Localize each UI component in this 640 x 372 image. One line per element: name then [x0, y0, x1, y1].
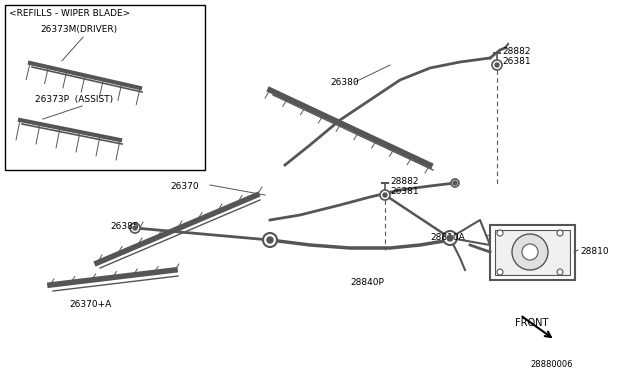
Text: <REFILLS - WIPER BLADE>: <REFILLS - WIPER BLADE>: [9, 9, 131, 18]
Text: FRONT: FRONT: [515, 318, 548, 328]
Text: 26373M(DRIVER): 26373M(DRIVER): [40, 25, 117, 34]
Circle shape: [130, 223, 140, 233]
Circle shape: [512, 234, 548, 270]
Text: 28810: 28810: [580, 247, 609, 256]
Text: 26370: 26370: [170, 182, 198, 191]
Text: 28840P: 28840P: [350, 278, 384, 287]
Circle shape: [380, 190, 390, 200]
Circle shape: [383, 193, 387, 197]
Circle shape: [267, 237, 273, 243]
Circle shape: [133, 226, 137, 230]
Text: 26380: 26380: [330, 78, 358, 87]
Circle shape: [557, 230, 563, 236]
Circle shape: [497, 230, 503, 236]
Text: 28880006: 28880006: [530, 360, 573, 369]
Circle shape: [451, 179, 459, 187]
Text: 26373P  (ASSIST): 26373P (ASSIST): [35, 95, 113, 104]
Text: 26381: 26381: [390, 187, 419, 196]
Circle shape: [443, 231, 457, 245]
Bar: [495, 230, 570, 275]
Circle shape: [453, 181, 457, 185]
Text: 26381: 26381: [502, 57, 531, 66]
Circle shape: [522, 244, 538, 260]
Text: 26385: 26385: [110, 222, 139, 231]
Bar: [490, 225, 575, 280]
Text: 28882: 28882: [502, 47, 531, 56]
Circle shape: [447, 235, 453, 241]
Circle shape: [492, 60, 502, 70]
Circle shape: [495, 63, 499, 67]
Circle shape: [557, 269, 563, 275]
Text: 28810A: 28810A: [430, 233, 465, 242]
Text: 26370+A: 26370+A: [69, 300, 111, 309]
Bar: [5, 5, 205, 170]
Circle shape: [263, 233, 277, 247]
Text: 28882: 28882: [390, 177, 419, 186]
Circle shape: [497, 269, 503, 275]
